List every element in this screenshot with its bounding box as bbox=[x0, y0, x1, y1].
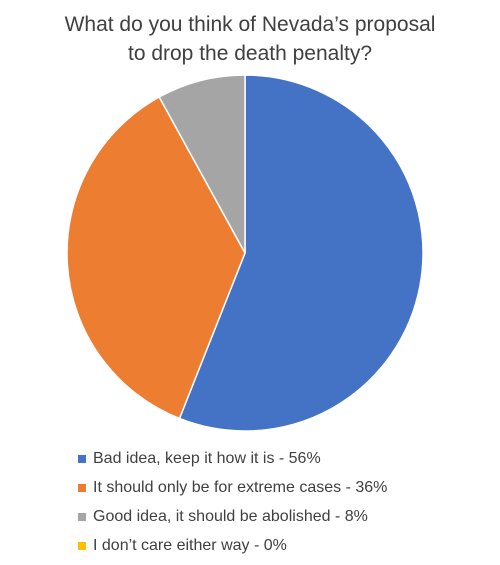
pie-slice-0 bbox=[178, 74, 424, 432]
legend-item: Bad idea, keep it how it is - 56% bbox=[78, 446, 488, 471]
pie-slice-2 bbox=[158, 74, 246, 254]
legend-item: It should only be for extreme cases - 36… bbox=[78, 475, 488, 500]
pie-chart bbox=[66, 74, 424, 432]
legend-label: I don’t care either way - 0% bbox=[93, 536, 287, 554]
pie-slices bbox=[66, 74, 424, 432]
legend: Bad idea, keep it how it is - 56% It sho… bbox=[78, 446, 488, 562]
legend-label: Bad idea, keep it how it is - 56% bbox=[93, 449, 321, 467]
legend-swatch bbox=[78, 454, 86, 463]
legend-item: Good idea, it should be abolished - 8% bbox=[78, 504, 488, 529]
legend-label: It should only be for extreme cases - 36… bbox=[93, 478, 388, 496]
legend-swatch bbox=[78, 541, 86, 550]
pie-slice-1 bbox=[66, 96, 246, 420]
chart-title: What do you think of Nevada’s proposal t… bbox=[64, 13, 436, 65]
legend-swatch bbox=[78, 483, 86, 492]
legend-label: Good idea, it should be abolished - 8% bbox=[93, 507, 368, 525]
legend-swatch bbox=[78, 512, 86, 521]
legend-item: I don’t care either way - 0% bbox=[78, 533, 488, 558]
